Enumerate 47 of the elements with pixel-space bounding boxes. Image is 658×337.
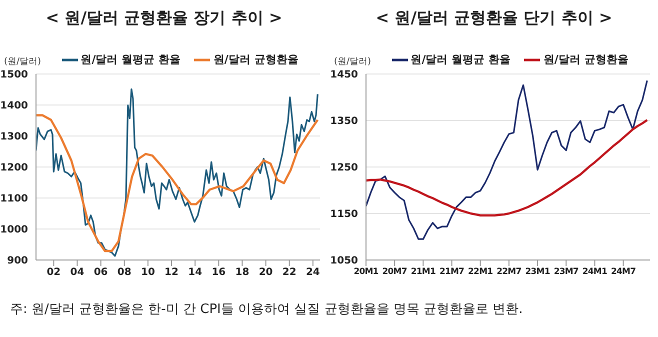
line-series bbox=[366, 118, 648, 216]
chart-title: < 원/달러 균형환율 장기 추이 > bbox=[44, 8, 284, 29]
x-tick-label: 08 bbox=[117, 267, 132, 278]
legend-label: 원/달러 월평균 환율 bbox=[80, 52, 180, 67]
line-series bbox=[36, 114, 319, 252]
y-tick-label: 1350 bbox=[330, 116, 358, 128]
x-tick-label: 02 bbox=[46, 267, 61, 278]
y-tick-label: 1400 bbox=[0, 100, 28, 112]
y-tick-label: 1250 bbox=[330, 162, 358, 174]
x-tick-label: 24M1 bbox=[582, 267, 608, 278]
x-tick-label: 23M1 bbox=[525, 267, 550, 278]
x-tick-label: 12 bbox=[164, 267, 179, 278]
y-tick-label: 900 bbox=[7, 256, 28, 267]
y-tick-label: 1200 bbox=[0, 162, 28, 174]
line-series bbox=[36, 88, 318, 257]
y-tick-label: 1050 bbox=[330, 256, 358, 267]
y-axis-title: (원/달러) bbox=[334, 55, 372, 68]
y-tick-label: 1300 bbox=[0, 132, 28, 143]
x-tick-label: 14 bbox=[188, 267, 202, 278]
y-tick-label: 1000 bbox=[0, 224, 28, 236]
x-tick-label: 21M1 bbox=[410, 267, 436, 278]
x-tick-label: 20 bbox=[258, 267, 273, 278]
legend-label: 원/달러 월평균 환율 bbox=[410, 52, 510, 67]
x-tick-label: 10 bbox=[140, 267, 155, 278]
x-tick-label: 04 bbox=[70, 267, 84, 278]
x-tick-label: 18 bbox=[235, 267, 250, 278]
y-axis-title: (원/달러) bbox=[4, 55, 42, 68]
text: 주: 원/달러 균형환율은 한-미 간 CPI들 이용하여 실질 균형환율을 명목 균형환율로 변환. bbox=[10, 301, 523, 318]
y-tick-label: 1100 bbox=[0, 194, 28, 205]
x-tick-label: 16 bbox=[212, 267, 226, 278]
x-tick-label: 21M7 bbox=[439, 267, 465, 278]
x-tick-label: 22 bbox=[282, 267, 296, 278]
y-tick-label: 1450 bbox=[330, 70, 358, 81]
y-tick-label: 1500 bbox=[0, 70, 28, 81]
line-series bbox=[366, 80, 648, 240]
x-tick-label: 20M1 bbox=[354, 267, 379, 278]
x-tick-label: 22M1 bbox=[468, 267, 494, 278]
x-tick-label: 23M7 bbox=[554, 267, 579, 278]
x-tick-label: 24M7 bbox=[611, 267, 636, 278]
y-tick-label: 1150 bbox=[330, 209, 358, 220]
x-tick-label: 20M7 bbox=[382, 267, 408, 278]
x-tick-label: 24 bbox=[306, 267, 320, 278]
x-tick-label: 22M7 bbox=[496, 267, 522, 278]
legend-label: 원/달러 균형환율 bbox=[212, 52, 298, 67]
x-tick-label: 06 bbox=[94, 267, 108, 278]
chart-title: < 원/달러 균형환율 단기 추이 > bbox=[374, 8, 614, 29]
legend-label: 원/달러 균형환율 bbox=[542, 52, 628, 67]
